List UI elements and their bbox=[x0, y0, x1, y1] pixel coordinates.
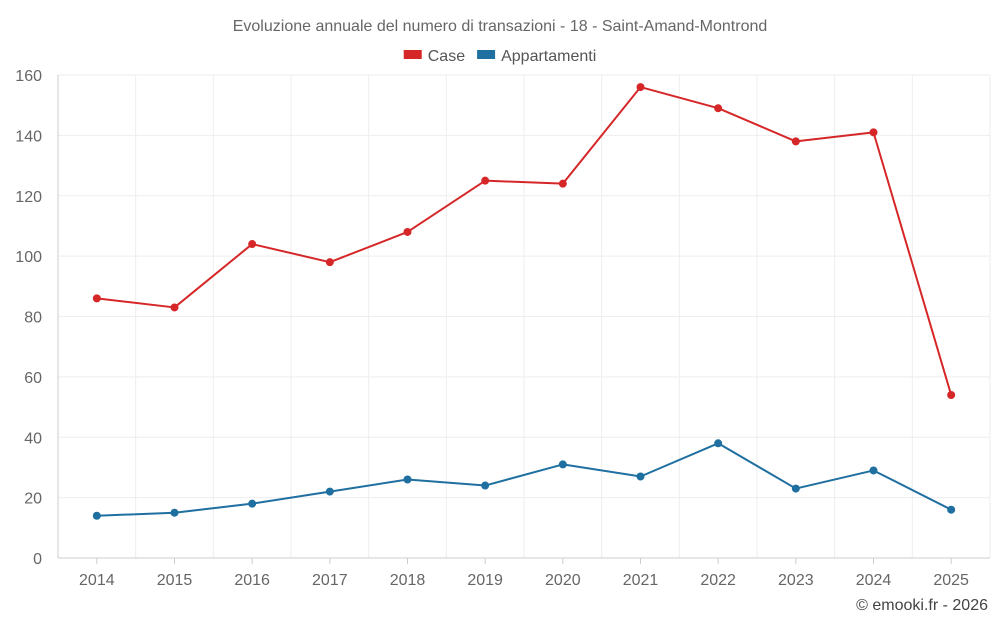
data-point-case[interactable] bbox=[558, 179, 567, 188]
legend-swatch-case bbox=[403, 50, 422, 59]
series-line-case bbox=[96, 86, 953, 396]
data-point-case[interactable] bbox=[869, 128, 878, 137]
data-point-appartamenti[interactable] bbox=[558, 460, 567, 469]
x-tick-label: 2024 bbox=[856, 572, 892, 589]
data-point-case[interactable] bbox=[947, 390, 956, 399]
data-point-case[interactable] bbox=[325, 258, 334, 267]
x-tick-label: 2014 bbox=[79, 572, 115, 589]
chart-title: Evoluzione annuale del numero di transaz… bbox=[233, 18, 768, 35]
data-point-appartamenti[interactable] bbox=[791, 484, 800, 493]
x-tick-label: 2016 bbox=[234, 572, 270, 589]
x-tick-label: 2015 bbox=[157, 572, 193, 589]
x-tick-label: 2022 bbox=[700, 572, 736, 589]
data-point-appartamenti[interactable] bbox=[403, 475, 412, 484]
data-point-appartamenti[interactable] bbox=[869, 466, 878, 475]
data-point-case[interactable] bbox=[170, 303, 179, 312]
legend-label-appartamenti[interactable]: Appartamenti bbox=[501, 48, 596, 65]
data-point-case[interactable] bbox=[636, 83, 645, 92]
data-point-case[interactable] bbox=[791, 137, 800, 146]
series-case bbox=[92, 83, 956, 399]
data-point-appartamenti[interactable] bbox=[636, 472, 645, 481]
data-point-appartamenti[interactable] bbox=[947, 505, 956, 514]
y-tick-label: 0 bbox=[33, 551, 42, 568]
x-tick-label: 2021 bbox=[623, 572, 659, 589]
legend-swatch-appartamenti bbox=[477, 50, 496, 59]
x-tick-label: 2018 bbox=[390, 572, 426, 589]
series-group bbox=[92, 83, 956, 520]
data-point-case[interactable] bbox=[403, 227, 412, 236]
y-tick-label: 140 bbox=[15, 128, 42, 145]
y-tick-label: 120 bbox=[15, 189, 42, 206]
x-tick-label: 2017 bbox=[312, 572, 348, 589]
data-point-appartamenti[interactable] bbox=[481, 481, 490, 490]
y-tick-label: 80 bbox=[24, 310, 42, 327]
gridlines bbox=[57, 74, 991, 559]
y-tick-label: 160 bbox=[15, 68, 42, 85]
legend-label-case[interactable]: Case bbox=[428, 48, 465, 65]
data-point-case[interactable] bbox=[92, 294, 101, 303]
series-line-appartamenti bbox=[96, 442, 952, 517]
y-tick-label: 100 bbox=[15, 249, 42, 266]
x-tick-label: 2019 bbox=[467, 572, 503, 589]
series-appartamenti bbox=[92, 439, 956, 520]
y-tick-label: 40 bbox=[24, 430, 42, 447]
x-tick-label: 2023 bbox=[778, 572, 814, 589]
y-tick-label: 20 bbox=[24, 491, 42, 508]
x-axis-ticks: 2014 2015 2016 2017 2018 2019 2020 2021 2022 2023… bbox=[79, 558, 969, 589]
data-point-appartamenti[interactable] bbox=[714, 439, 723, 448]
x-tick-label: 2025 bbox=[933, 572, 969, 589]
data-point-appartamenti[interactable] bbox=[248, 499, 257, 508]
credit-text: © emooki.fr - 2026 bbox=[856, 597, 988, 614]
data-point-appartamenti[interactable] bbox=[170, 508, 179, 517]
y-tick-label: 60 bbox=[24, 370, 42, 387]
data-point-appartamenti[interactable] bbox=[92, 511, 101, 520]
data-point-appartamenti[interactable] bbox=[325, 487, 334, 496]
data-point-case[interactable] bbox=[481, 176, 490, 185]
data-point-case[interactable] bbox=[248, 240, 257, 249]
data-point-case[interactable] bbox=[714, 104, 723, 113]
x-tick-label: 2020 bbox=[545, 572, 581, 589]
legend: Case Appartamenti bbox=[403, 48, 596, 65]
y-axis-ticks: 0 20 40 60 80 100 120 140 160 bbox=[15, 68, 42, 568]
